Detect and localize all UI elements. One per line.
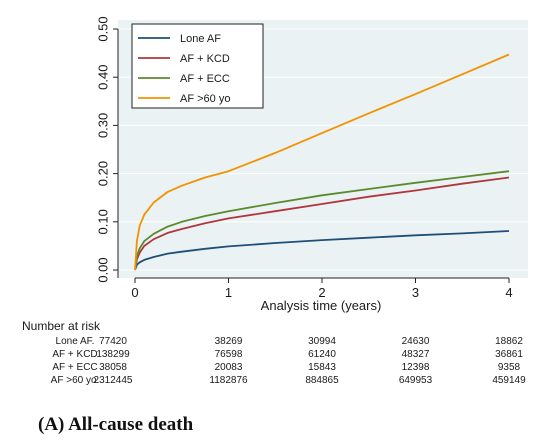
y-tick-label: 0.20 xyxy=(95,161,110,186)
legend-label: Lone AF xyxy=(180,33,221,45)
risk-cell: 2312445 xyxy=(94,375,133,386)
risk-row-label: AF + KCD xyxy=(52,349,97,360)
risk-cell: 24630 xyxy=(402,336,430,347)
series-lines xyxy=(134,53,510,271)
risk-table-title: Number at risk xyxy=(22,319,101,333)
risk-cell: 649953 xyxy=(399,375,433,386)
risk-cell: 38058 xyxy=(99,362,127,373)
risk-cell: 15843 xyxy=(308,362,336,373)
y-tick-label: 0.50 xyxy=(95,16,110,41)
risk-table: Number at risk Lone AF. 77420 38269 30994 24… xyxy=(22,319,526,386)
y-tick-label: 0.00 xyxy=(95,257,110,282)
risk-cell: 30994 xyxy=(308,336,336,347)
y-tick-label: 0.30 xyxy=(95,113,110,138)
legend-label: AF + ECC xyxy=(180,73,230,85)
series-line-af-60-yo xyxy=(134,53,510,271)
grid-lines xyxy=(118,28,528,271)
x-tick-label: 0 xyxy=(131,285,138,300)
legend: Lone AF AF + KCD AF + ECC AF >60 yo xyxy=(131,23,264,109)
x-tick-label: 4 xyxy=(505,285,512,300)
risk-cell: 20083 xyxy=(215,362,243,373)
risk-cell: 18862 xyxy=(495,336,523,347)
series-line-lone-af xyxy=(134,230,510,271)
x-axis-ticks: 0 1 2 3 4 xyxy=(131,278,513,300)
risk-cell: 9358 xyxy=(498,362,521,373)
series-line-af-kcd xyxy=(134,176,510,271)
risk-cell: 36861 xyxy=(495,349,523,360)
x-tick-label: 1 xyxy=(225,285,232,300)
y-tick-label: 0.10 xyxy=(95,209,110,234)
legend-label: AF + KCD xyxy=(180,53,230,65)
risk-cell: 61240 xyxy=(308,349,336,360)
risk-cell: 38269 xyxy=(215,336,243,347)
risk-row-label: AF + ECC xyxy=(52,362,97,373)
x-tick-label: 3 xyxy=(412,285,419,300)
risk-row-label: AF >60 yo. xyxy=(51,375,100,386)
y-axis-ticks: 0.00 0.10 0.20 0.30 0.40 0.50 xyxy=(95,16,118,283)
risk-cell: 76598 xyxy=(215,349,243,360)
risk-cell: 48327 xyxy=(402,349,430,360)
risk-cell: 77420 xyxy=(99,336,127,347)
x-axis-label: Analysis time (years) xyxy=(261,298,382,313)
figure-caption: (A) All-cause death xyxy=(38,414,194,435)
y-tick-label: 0.40 xyxy=(95,65,110,90)
risk-cell: 884865 xyxy=(305,375,339,386)
risk-cell: 138299 xyxy=(96,349,130,360)
risk-cell: 459149 xyxy=(492,375,526,386)
risk-cell: 1182876 xyxy=(209,375,248,386)
risk-cell: 12398 xyxy=(402,362,430,373)
x-tick-label: 2 xyxy=(318,285,325,300)
series-line-af-ecc xyxy=(134,170,510,271)
legend-label: AF >60 yo xyxy=(180,93,230,105)
risk-row-label: Lone AF. xyxy=(56,336,95,347)
